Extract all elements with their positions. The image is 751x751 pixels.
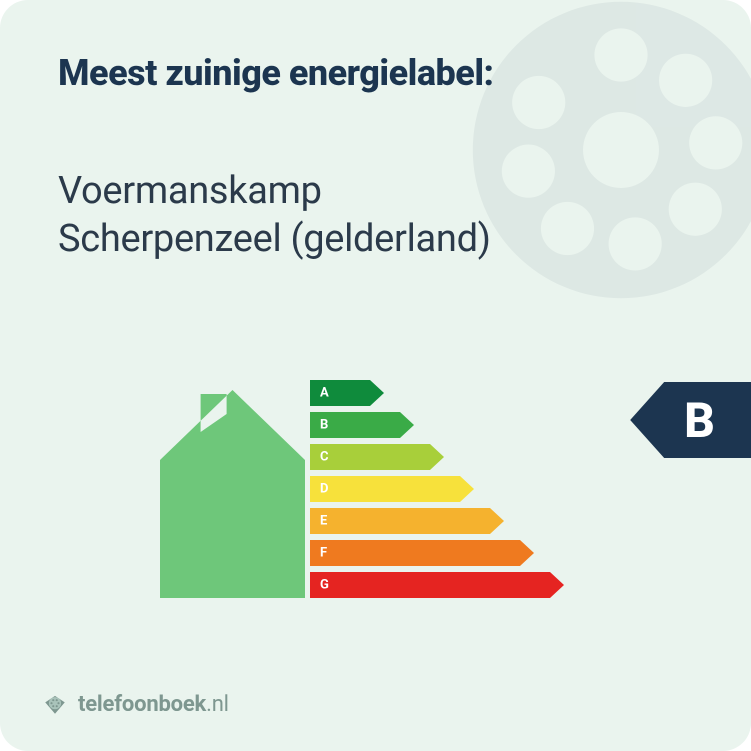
footer: telefoonboek.nl: [42, 691, 229, 717]
selected-energy-label: B: [630, 382, 751, 458]
energy-bar-letter: E: [320, 514, 328, 529]
selected-energy-letter: B: [684, 392, 715, 449]
energy-bar-d: [310, 476, 474, 502]
footer-logo-icon: [42, 691, 68, 717]
footer-brand: telefoonboek.nl: [78, 692, 229, 717]
energy-bar-letter: B: [320, 418, 328, 433]
energy-label-chart: A B C D E F G: [140, 370, 600, 630]
energy-bar-f: [310, 540, 534, 566]
energy-bar-e: [310, 508, 504, 534]
energy-bar-letter: D: [320, 482, 328, 497]
subtitle-line-1: Voermanskamp: [58, 169, 322, 213]
subtitle-line-2: Scherpenzeel (gelderland): [58, 217, 491, 261]
energy-bar-letter: C: [320, 450, 329, 465]
energy-bar-letter: G: [320, 578, 329, 593]
footer-brand-ext: .nl: [206, 692, 229, 717]
energy-bar-g: [310, 572, 564, 598]
page-title: Meest zuinige energielabel:: [58, 52, 494, 94]
location-subtitle: Voermanskamp Scherpenzeel (gelderland): [58, 168, 491, 263]
energy-bar-letter: F: [320, 546, 327, 561]
energy-card: Meest zuinige energielabel: Voermanskamp…: [0, 0, 751, 751]
energy-bars-svg: A B C D E F G: [140, 370, 600, 630]
energy-bar-c: [310, 444, 444, 470]
energy-bar-letter: A: [320, 386, 329, 401]
footer-brand-name: telefoonboek: [78, 692, 206, 717]
